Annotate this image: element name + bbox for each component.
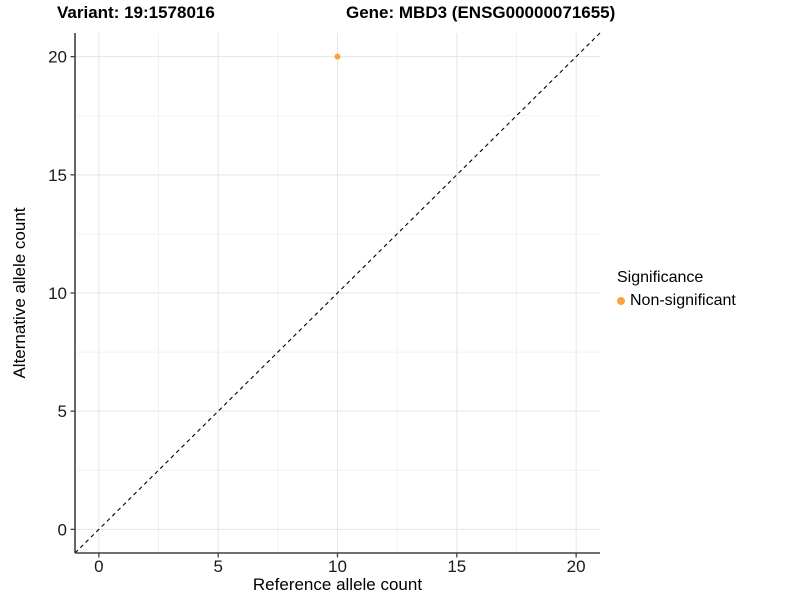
x-axis-tick-label: 20 [567,557,586,576]
x-axis-tick-label: 0 [94,557,103,576]
x-axis-tick-label: 5 [213,557,222,576]
y-axis-tick-label: 10 [48,284,67,303]
x-axis-tick-label: 10 [328,557,347,576]
legend-item-label: Non-significant [630,292,736,309]
y-axis-tick-label: 0 [58,520,67,539]
legend: Significance Non-significant [617,269,736,310]
identity-dashed-line [74,32,601,554]
y-axis-title: Alternative allele count [10,207,29,379]
legend-item-non-significant: Non-significant [617,292,736,310]
legend-point-icon [617,297,625,305]
x-axis-title: Reference allele count [252,575,423,594]
data-point [334,53,341,60]
x-axis-tick-label: 15 [447,557,466,576]
y-axis-tick-label: 5 [58,402,67,421]
legend-title: Significance [617,269,704,286]
y-axis-tick-label: 20 [48,48,67,67]
variant-title: Variant: 19:1578016 [57,3,215,22]
y-axis-tick-label: 15 [48,166,67,185]
gene-title: Gene: MBD3 (ENSG00000071655) [346,3,616,22]
